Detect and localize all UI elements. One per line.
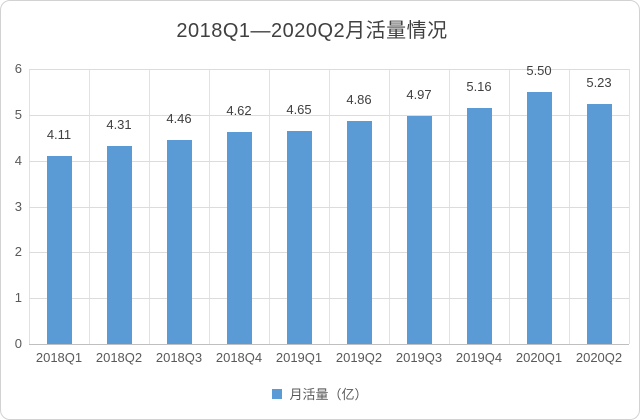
x-axis-line <box>29 344 629 345</box>
bar-data-label: 4.62 <box>226 103 252 119</box>
x-axis-tick-label: 2018Q4 <box>215 350 263 365</box>
x-axis-tick-label: 2020Q2 <box>575 350 623 365</box>
y-axis-tick-label: 2 <box>14 244 22 260</box>
chart-title: 2018Q1—2020Q2月活量情况 <box>176 20 448 42</box>
y-axis-tick-label: 1 <box>14 290 22 306</box>
horizontal-gridline <box>29 69 629 70</box>
bar-data-label: 5.50 <box>526 62 552 78</box>
x-axis-tick-label: 2019Q4 <box>455 350 503 365</box>
y-axis-tick-label: 4 <box>14 152 22 168</box>
x-axis-tick-label: 2018Q3 <box>155 350 203 365</box>
bar-data-label: 5.16 <box>466 78 492 94</box>
bar-data-label: 4.11 <box>46 126 72 142</box>
bar-data-label: 4.86 <box>346 92 372 108</box>
bar <box>586 104 612 344</box>
bar <box>46 155 72 344</box>
vertical-gridline <box>629 69 630 344</box>
bar-data-label: 4.46 <box>166 110 192 126</box>
bar-data-label: 5.23 <box>586 75 612 91</box>
bar <box>226 132 252 344</box>
legend: 月活量（亿） <box>1 384 639 403</box>
bar <box>466 107 492 344</box>
y-axis-tick-label: 3 <box>14 198 22 214</box>
horizontal-gridline <box>29 298 629 300</box>
x-axis-tick-label: 2019Q3 <box>395 350 443 365</box>
y-axis-tick-label: 5 <box>14 106 22 122</box>
bar <box>406 116 432 344</box>
x-axis-tick-label: 2018Q2 <box>95 350 143 365</box>
horizontal-gridline <box>29 252 629 254</box>
x-axis-tick-label: 2020Q1 <box>515 350 563 365</box>
x-axis-tick-label: 2019Q2 <box>335 350 383 365</box>
bar-data-label: 4.65 <box>286 101 312 117</box>
x-axis-tick-label: 2018Q1 <box>35 350 83 365</box>
horizontal-gridline <box>29 114 629 116</box>
legend-swatch-icon <box>272 388 283 399</box>
y-axis-tick-label: 0 <box>14 336 22 351</box>
bar-data-label: 4.31 <box>106 117 132 133</box>
bar <box>286 130 312 344</box>
y-axis-tick-label: 6 <box>14 61 22 76</box>
bar <box>346 121 372 344</box>
bar <box>166 139 192 344</box>
horizontal-gridline <box>29 206 629 208</box>
horizontal-gridline <box>29 160 629 162</box>
legend-label: 月活量（亿） <box>289 387 368 402</box>
bar <box>106 146 132 344</box>
bar <box>526 91 552 344</box>
x-axis-tick-label: 2019Q1 <box>275 350 323 365</box>
bar-data-label: 4.97 <box>406 87 432 103</box>
